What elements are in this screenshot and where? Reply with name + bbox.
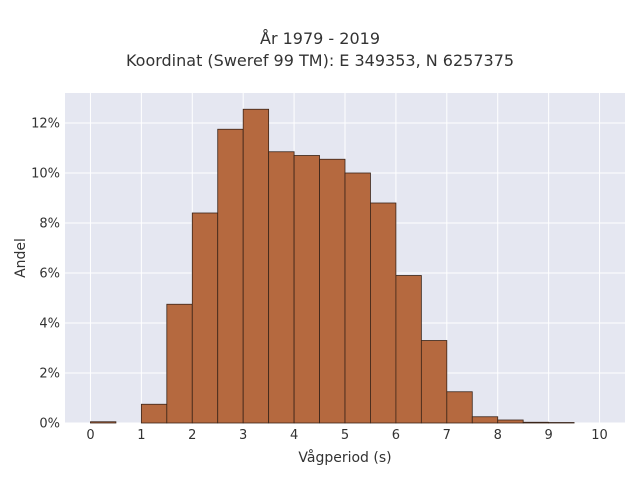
histogram-bar bbox=[166, 303, 193, 424]
y-tick-label: 4% bbox=[39, 317, 60, 332]
x-tick-labels: 0 1 2 3 4 5 6 7 8 9 10 bbox=[86, 428, 608, 443]
histogram-bar bbox=[191, 212, 219, 424]
histogram-bar bbox=[395, 275, 422, 424]
chart-title-line-1: År 1979 - 2019 bbox=[260, 29, 380, 48]
x-tick-label: 5 bbox=[341, 428, 349, 443]
histogram-bar bbox=[268, 151, 295, 424]
x-tick-label: 2 bbox=[188, 428, 196, 443]
histogram-bar bbox=[471, 416, 499, 424]
histogram-bar bbox=[548, 422, 575, 424]
histogram-bar bbox=[242, 108, 270, 424]
histogram-bar bbox=[319, 158, 346, 424]
histogram-bar bbox=[446, 391, 473, 424]
histogram-bar bbox=[217, 128, 244, 424]
x-tick-label: 10 bbox=[591, 428, 608, 443]
histogram-bar bbox=[370, 202, 397, 424]
x-axis-label: Vågperiod (s) bbox=[298, 449, 391, 466]
histogram-bar bbox=[90, 421, 117, 424]
x-tick-label: 4 bbox=[290, 428, 298, 443]
x-tick-label: 7 bbox=[443, 428, 451, 443]
x-tick-label: 1 bbox=[137, 428, 145, 443]
chart-title-line-2: Koordinat (Sweref 99 TM): E 349353, N 62… bbox=[125, 51, 515, 70]
histogram-bar bbox=[344, 172, 371, 424]
histogram-bar bbox=[140, 403, 168, 424]
histogram-bar bbox=[420, 340, 448, 424]
y-tick-label: 10% bbox=[31, 167, 60, 182]
y-tick-label: 12% bbox=[31, 117, 60, 132]
y-tick-label: 2% bbox=[39, 367, 60, 382]
histogram-bar bbox=[522, 421, 550, 424]
histogram-bar bbox=[497, 419, 524, 424]
y-tick-labels: 0% 2% 4% 6% 8% 10% 12% bbox=[31, 117, 60, 432]
y-tick-label: 6% bbox=[39, 267, 60, 282]
x-tick-label: 6 bbox=[392, 428, 400, 443]
histogram-bar bbox=[293, 155, 320, 424]
x-tick-label: 0 bbox=[86, 428, 94, 443]
y-axis-label: Andel bbox=[13, 238, 29, 278]
x-tick-label: 3 bbox=[239, 428, 247, 443]
x-tick-label: 9 bbox=[544, 428, 552, 443]
x-tick-label: 8 bbox=[494, 428, 502, 443]
y-tick-label: 0% bbox=[39, 417, 60, 432]
y-tick-label: 8% bbox=[39, 217, 60, 232]
bars-group bbox=[90, 108, 575, 424]
